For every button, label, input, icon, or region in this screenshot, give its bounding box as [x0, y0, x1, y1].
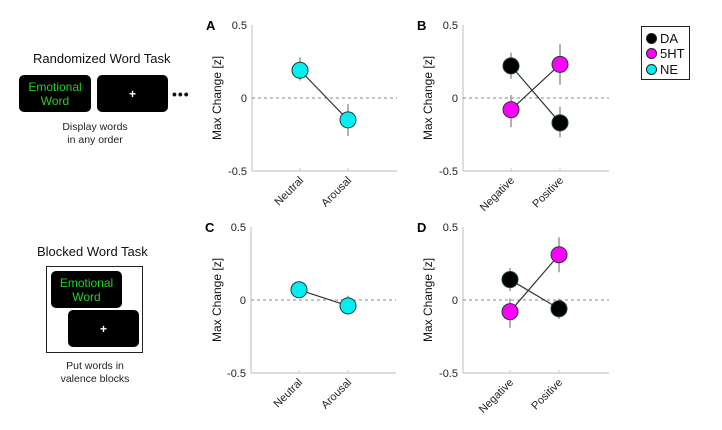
- data-point-da: [502, 57, 520, 75]
- series-line-5ht: [509, 254, 560, 313]
- word-line-2: Word: [40, 93, 70, 108]
- x-tick-label: Arousal: [319, 377, 354, 412]
- panel-label: C: [205, 220, 215, 235]
- panel-label: A: [206, 18, 216, 33]
- series-line-5ht: [510, 63, 561, 111]
- data-point-ne: [339, 297, 357, 315]
- word-line-1: Emotional: [59, 275, 114, 290]
- y-tick-label: 0.5: [231, 222, 246, 234]
- data-point-ne: [290, 281, 308, 299]
- y-tick-label: 0: [241, 93, 247, 105]
- legend-item-ne: NE: [646, 61, 679, 77]
- x-tick-label: Positive: [530, 175, 566, 211]
- x-tick-label: Positive: [529, 377, 565, 413]
- x-tick-label: Arousal: [319, 175, 354, 210]
- legend-item-da: DA: [646, 30, 679, 46]
- word-line-1: Emotional: [28, 79, 82, 94]
- data-point-da: [550, 300, 568, 318]
- y-tick-label: -0.5: [228, 166, 247, 178]
- description-line-1: Put words in: [66, 360, 124, 372]
- y-tick-label: 0.5: [443, 222, 458, 234]
- fixation-cross: +: [99, 321, 107, 336]
- data-point-5ht: [502, 101, 520, 119]
- y-tick-label: 0: [240, 295, 246, 307]
- y-tick-label: 0.5: [232, 20, 247, 32]
- randomized-task-description: Display words in any order: [55, 121, 135, 147]
- series-line-da: [509, 279, 560, 310]
- x-tick-label: Neutral: [273, 175, 307, 209]
- legend-item-5ht: 5HT: [646, 45, 685, 61]
- fixation-screen: +: [97, 75, 168, 112]
- emotional-word-screen: Emotional Word: [51, 271, 122, 308]
- y-tick-label: 0.5: [443, 20, 458, 32]
- x-tick-label: Neutral: [272, 377, 306, 411]
- legend: DA 5HT NE: [641, 26, 690, 80]
- panel-label: B: [417, 18, 426, 33]
- series-line-ne: [299, 69, 349, 121]
- fixation-screen: +: [68, 310, 139, 347]
- x-tick-label: Negative: [477, 377, 516, 416]
- description-line-2: valence blocks: [60, 373, 130, 385]
- y-tick-label: -0.5: [227, 368, 246, 380]
- emotional-word-screen: Emotional Word: [19, 75, 91, 112]
- y-axis-label: Max Change [z]: [210, 258, 224, 342]
- y-axis-label: Max Change [z]: [421, 56, 435, 140]
- data-point-ne: [339, 111, 357, 129]
- y-tick-label: -0.5: [439, 166, 458, 178]
- ellipsis: •••: [172, 86, 190, 102]
- ne-marker-icon: [646, 63, 657, 75]
- fixation-cross: +: [128, 86, 136, 101]
- 5ht-marker-icon: [646, 47, 657, 59]
- y-tick-label: 0: [452, 295, 458, 307]
- description-line-1: Display words: [62, 121, 128, 133]
- data-point-5ht: [550, 246, 568, 264]
- y-axis-label: Max Change [z]: [421, 258, 435, 342]
- y-tick-label: -0.5: [439, 368, 458, 380]
- data-point-da: [551, 114, 569, 132]
- legend-label: NE: [660, 61, 679, 77]
- randomized-task-title: Randomized Word Task: [33, 51, 171, 66]
- series-line-da: [510, 65, 561, 124]
- legend-label: 5HT: [660, 45, 685, 61]
- panel-label: D: [417, 220, 426, 235]
- data-point-5ht: [501, 303, 519, 321]
- legend-label: DA: [660, 30, 679, 46]
- data-point-5ht: [551, 55, 569, 73]
- word-line-2: Word: [72, 289, 101, 304]
- description-line-2: in any order: [67, 134, 123, 146]
- blocked-task-title: Blocked Word Task: [37, 244, 148, 259]
- y-tick-label: 0: [452, 93, 458, 105]
- x-tick-label: Negative: [478, 175, 517, 214]
- blocked-task-description: Put words in valence blocks: [50, 360, 140, 386]
- series-line-ne: [298, 289, 349, 307]
- da-marker-icon: [646, 32, 657, 44]
- y-axis-label: Max Change [z]: [210, 56, 224, 140]
- data-point-da: [501, 271, 519, 289]
- data-point-ne: [291, 61, 309, 79]
